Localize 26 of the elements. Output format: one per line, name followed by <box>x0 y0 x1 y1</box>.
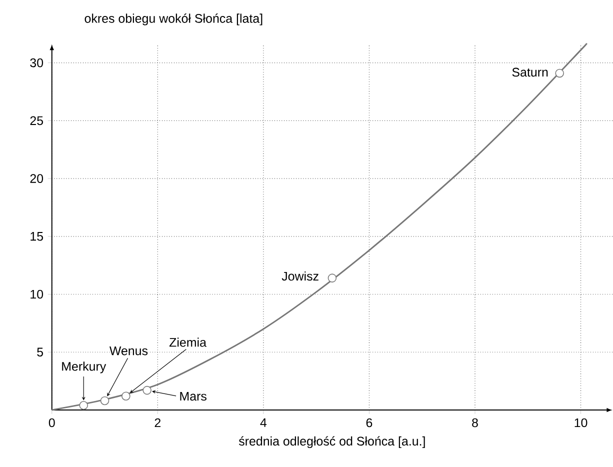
point <box>555 68 564 78</box>
x-tick-label: 8 <box>472 418 478 428</box>
y-tick-label: 25 <box>30 116 44 126</box>
annotation: Saturn <box>512 68 548 77</box>
x-tick-label: 4 <box>260 418 267 427</box>
y-tick-label: 30 <box>30 58 44 68</box>
y-axis-title: okres obiegu wokół Słońca [lata] <box>84 14 262 26</box>
x-tick-label: 10 <box>574 418 588 428</box>
point <box>142 386 152 395</box>
point <box>328 274 337 283</box>
y-tick-label: 15 <box>30 232 44 241</box>
annotation: Ziemia <box>169 338 206 347</box>
y-tick-label: 10 <box>30 290 44 299</box>
annotation: Wenus <box>109 346 148 356</box>
y-tick-label: 5 <box>37 348 44 357</box>
x-axis-title: średnia odległość od Słońca [a.u.] <box>238 436 425 448</box>
x-tick-label: 2 <box>154 418 160 428</box>
y-tick-label: 20 <box>30 174 44 184</box>
annotation: Jowisz <box>282 272 318 281</box>
x-tick-label: 0 <box>48 418 55 428</box>
point <box>79 401 88 410</box>
point <box>100 396 110 406</box>
point <box>122 392 130 401</box>
annotation: Mars <box>180 392 206 401</box>
annotation: Merkury <box>62 362 106 374</box>
x-tick-label: 6 <box>366 418 372 428</box>
